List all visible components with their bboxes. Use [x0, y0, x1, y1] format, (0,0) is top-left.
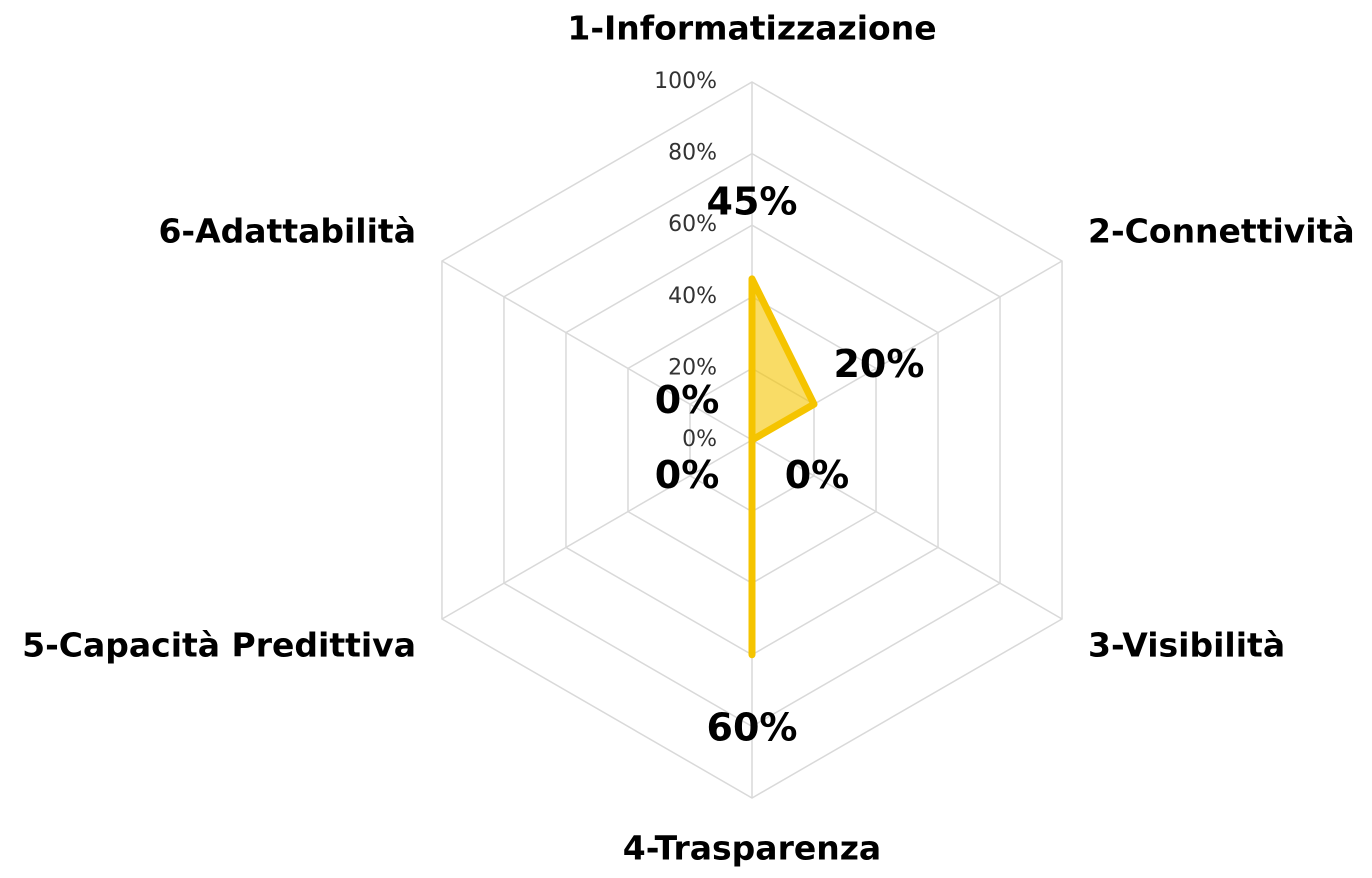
spoke [441, 260, 753, 441]
category-label: 1-Informatizzazione [567, 9, 936, 48]
spoke [441, 439, 753, 620]
value-label: 0% [655, 453, 720, 497]
category-label: 4-Trasparenza [623, 829, 881, 868]
value-label: 45% [707, 179, 798, 223]
tick-label: 0% [682, 427, 717, 452]
value-label: 0% [655, 378, 720, 422]
tick-label: 100% [654, 69, 717, 94]
value-label: 20% [833, 342, 924, 386]
category-label: 5-Capacità Predittiva [22, 626, 416, 665]
tick-label: 60% [668, 212, 717, 237]
value-label: 0% [785, 453, 850, 497]
tick-label: 80% [668, 141, 717, 166]
category-label: 6-Adattabilità [158, 212, 416, 251]
spoke [751, 439, 1063, 620]
value-label: 60% [707, 705, 798, 749]
category-label: 2-Connettività [1088, 212, 1355, 251]
area [748, 275, 818, 659]
tick-label: 20% [668, 355, 717, 380]
category-label: 3-Visibilità [1088, 626, 1285, 665]
tick-label: 40% [668, 284, 717, 309]
